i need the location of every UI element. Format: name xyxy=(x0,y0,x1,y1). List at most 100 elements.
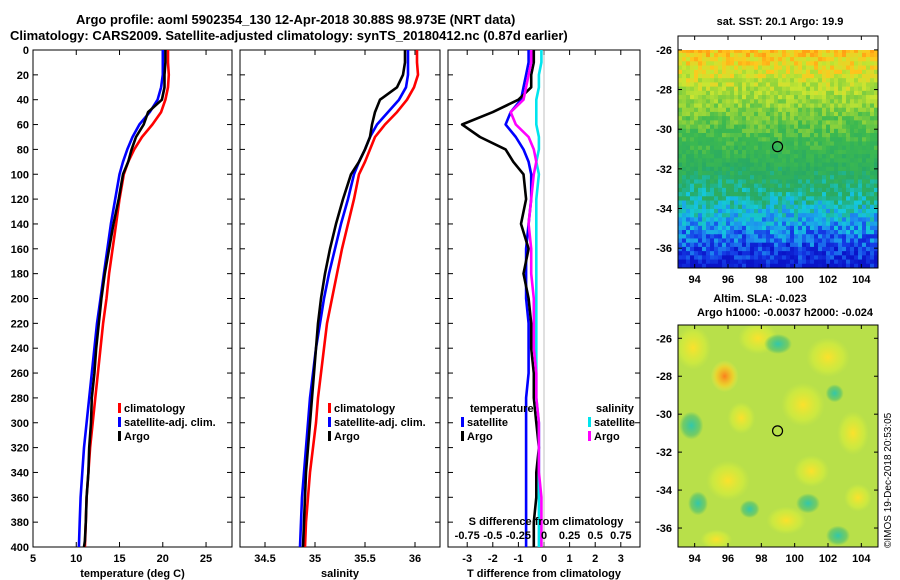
map-cell xyxy=(790,162,795,168)
map-cell xyxy=(842,196,847,202)
map-cell xyxy=(734,170,739,176)
map-cell xyxy=(690,238,695,244)
map-cell xyxy=(678,141,683,147)
map-cell xyxy=(782,234,787,240)
map-cell xyxy=(810,86,815,92)
map-cell xyxy=(794,175,799,181)
map-cell xyxy=(866,263,871,268)
map-cell xyxy=(806,128,811,134)
map-cell xyxy=(738,179,743,185)
map-cell xyxy=(746,149,751,155)
map-cell xyxy=(778,263,783,268)
map-cell xyxy=(830,221,835,227)
map-cell xyxy=(770,69,775,75)
map-cell xyxy=(818,111,823,117)
map-cell xyxy=(722,204,727,210)
map-cell xyxy=(678,187,683,193)
map-cell xyxy=(826,44,831,49)
map-cell xyxy=(698,141,703,147)
map-cell xyxy=(758,183,763,189)
map-cell xyxy=(734,128,739,134)
map-cell xyxy=(846,65,851,71)
map-cell xyxy=(730,111,735,117)
map-cell xyxy=(846,158,851,164)
map-cell xyxy=(866,196,871,202)
map-cell xyxy=(862,61,867,67)
map-cell xyxy=(834,86,839,92)
map-cell xyxy=(730,90,735,96)
map-cell xyxy=(778,128,783,134)
map-cell xyxy=(862,145,867,151)
map-cell xyxy=(714,107,719,113)
map-cell xyxy=(778,133,783,138)
map-cell xyxy=(702,57,707,62)
map-cell xyxy=(742,65,747,71)
map-cell xyxy=(782,107,787,113)
sla-blob xyxy=(706,460,750,501)
map-cell xyxy=(686,251,691,256)
map-cell xyxy=(822,192,827,197)
map-cell xyxy=(730,251,735,256)
map-cell xyxy=(798,234,803,240)
map-cell xyxy=(714,196,719,202)
map-cell xyxy=(850,263,855,268)
map-cell xyxy=(754,120,759,126)
map-cell xyxy=(798,242,803,248)
map-cell xyxy=(682,61,687,67)
map-cell xyxy=(790,230,795,235)
map-cell xyxy=(842,230,847,235)
map-cell xyxy=(686,259,691,265)
map-cell xyxy=(718,221,723,227)
map-cell xyxy=(746,57,751,62)
map-cell xyxy=(810,95,815,100)
map-cell xyxy=(758,234,763,240)
map-cell xyxy=(874,213,878,218)
map-cell xyxy=(846,217,851,223)
map-cell xyxy=(838,82,843,88)
map-cell xyxy=(770,179,775,185)
map-cell xyxy=(866,137,871,143)
map-cell xyxy=(714,183,719,189)
map-cell xyxy=(794,73,799,79)
map-cell xyxy=(798,187,803,193)
map-cell xyxy=(870,242,875,248)
map-cell xyxy=(846,213,851,218)
map-cell xyxy=(806,69,811,75)
map-cell xyxy=(770,95,775,100)
map-cell xyxy=(830,133,835,138)
map-cell xyxy=(866,95,871,100)
map-cell xyxy=(862,78,867,83)
map-cell xyxy=(762,217,767,223)
map-cell xyxy=(830,200,835,206)
map-cell xyxy=(874,99,878,105)
map-cell xyxy=(690,141,695,147)
map-cell xyxy=(858,200,863,206)
map-cell xyxy=(830,61,835,67)
map-cell xyxy=(858,116,863,121)
map-cell xyxy=(762,255,767,261)
y-tick-label: 300 xyxy=(11,418,29,430)
map-cell xyxy=(846,208,851,214)
map-cell xyxy=(794,179,799,185)
map-cell xyxy=(858,217,863,223)
map-cell xyxy=(686,175,691,181)
map-cell xyxy=(822,103,827,109)
map-cell xyxy=(718,263,723,268)
map-cell xyxy=(750,133,755,138)
map-cell xyxy=(722,103,727,109)
map-cell xyxy=(782,192,787,197)
map-cell xyxy=(694,82,699,88)
map-cell xyxy=(786,162,791,168)
map-cell xyxy=(850,69,855,75)
map-cell xyxy=(826,208,831,214)
map-x-tick-label: 98 xyxy=(755,553,767,565)
map-cell xyxy=(782,86,787,92)
map-cell xyxy=(706,145,711,151)
map-cell xyxy=(854,225,859,231)
map-cell xyxy=(722,263,727,268)
map-cell xyxy=(842,69,847,75)
map-cell xyxy=(746,124,751,130)
map-cell xyxy=(682,259,687,265)
map-cell xyxy=(806,107,811,113)
map-cell xyxy=(750,61,755,67)
